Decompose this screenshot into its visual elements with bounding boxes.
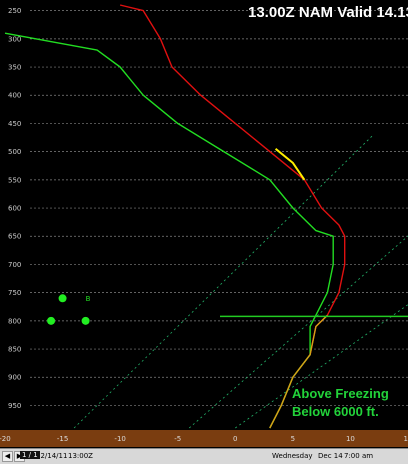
- temperature-tick-label: -15: [57, 435, 68, 443]
- temperature-tick-label: -10: [114, 435, 125, 443]
- temperature-tick-label: -5: [174, 435, 181, 443]
- status-date: 12/14/11: [36, 452, 68, 460]
- pressure-tick-label: 900: [8, 374, 21, 382]
- lower-profile-line: [269, 314, 328, 429]
- isotherm-guide-line: [235, 304, 408, 429]
- pressure-tick-label: 650: [8, 233, 21, 241]
- temperature-tick-label: -20: [0, 435, 11, 443]
- pressure-tick-label: 950: [8, 402, 21, 410]
- pressure-tick-label: 450: [8, 120, 21, 128]
- chart-title: 13.00Z NAM Valid 14.13Z: [248, 4, 408, 21]
- pressure-tick-label: 850: [8, 346, 21, 354]
- plot-background: [0, 0, 408, 448]
- pressure-tick-label: 800: [8, 317, 21, 325]
- marker-dot: [58, 294, 67, 303]
- temperature-axis-labels: -20 -15 -10 -5 0 5 10 15: [0, 435, 408, 443]
- temperature-tick-label: 10: [346, 435, 355, 443]
- isotherm-guides: [73, 134, 408, 429]
- surface-markers: [47, 294, 90, 325]
- highlight-segment-line: [274, 148, 306, 181]
- pressure-tick-label: 550: [8, 176, 21, 184]
- marker-label: B: [86, 295, 91, 303]
- valid-date: Dec 14: [318, 452, 343, 460]
- annotation-line-1: Above Freezing: [292, 386, 389, 401]
- page-indicator: 1 / 1: [20, 451, 40, 459]
- annotation-line-2: Below 6000 ft.: [292, 404, 379, 419]
- pressure-grid: 250 300 350 400 450 500 550 600 650 700 750 800 850 9…: [8, 7, 408, 410]
- temperature-tick-label: 5: [291, 435, 295, 443]
- temperature-tick-label: 0: [233, 435, 237, 443]
- ground-band: [0, 430, 408, 447]
- status-time: 13:00Z: [68, 452, 93, 460]
- pressure-tick-label: 600: [8, 205, 21, 213]
- pressure-tick-label: 700: [8, 261, 21, 269]
- valid-time: 7:00 am: [344, 452, 374, 460]
- isotherm-guide-line: [188, 235, 408, 429]
- pressure-tick-label: 300: [8, 35, 21, 43]
- pressure-tick-label: 350: [8, 64, 21, 72]
- left-arrow-icon[interactable]: ◀: [2, 451, 13, 462]
- status-bar: ◀ ▶ 12/14/11 13:00Z 1 / 1 Wednesday Dec …: [0, 448, 408, 464]
- temperature-tick-label: 15: [404, 435, 408, 443]
- pressure-tick-label: 400: [8, 92, 21, 100]
- profiles: [4, 4, 346, 429]
- pressure-tick-label: 250: [8, 7, 21, 15]
- valid-day: Wednesday: [272, 452, 313, 460]
- marker-dot: [47, 316, 56, 325]
- pressure-tick-label: 500: [8, 148, 21, 156]
- pressure-tick-label: 750: [8, 289, 21, 297]
- marker-dot: [81, 316, 90, 325]
